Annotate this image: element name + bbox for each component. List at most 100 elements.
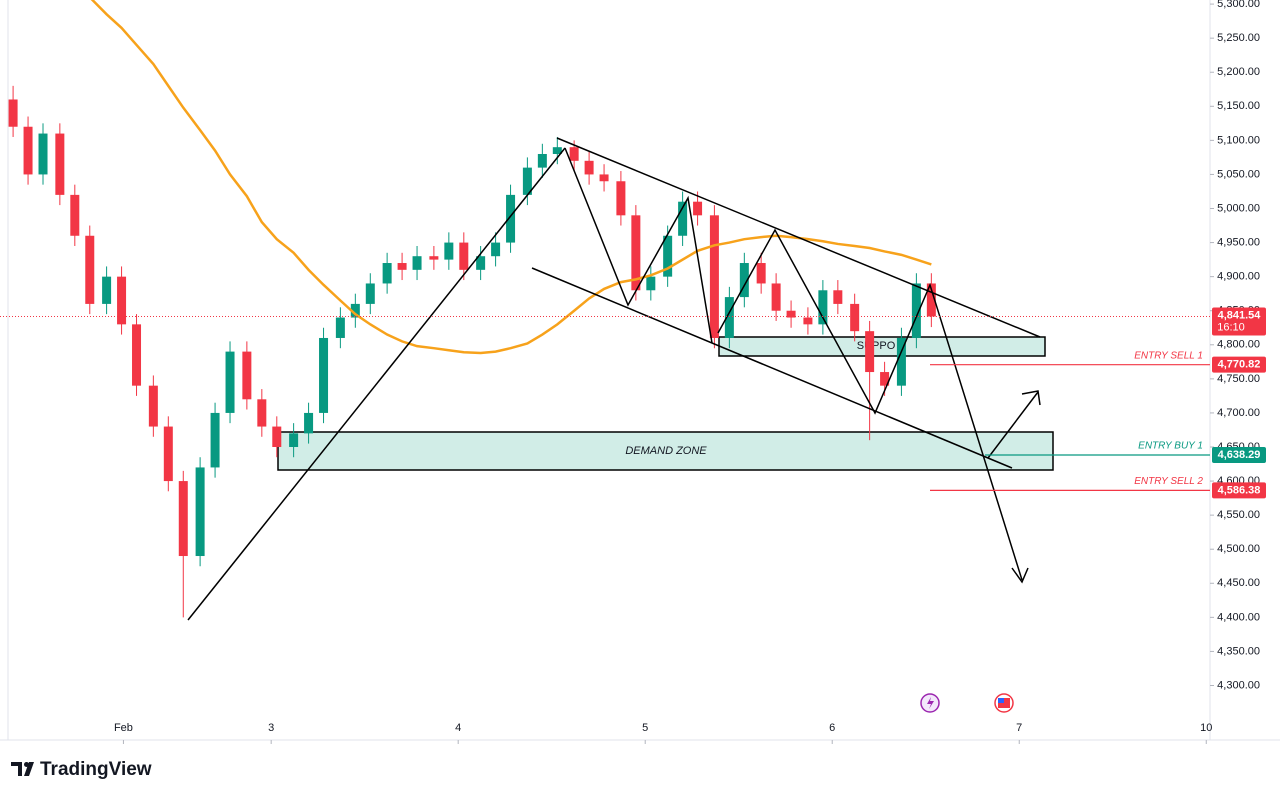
last-price-label: 4,841.54	[1218, 309, 1262, 321]
level-value: 4,638.29	[1218, 449, 1261, 461]
candle-body	[242, 351, 252, 400]
plot	[8, 0, 936, 618]
brand: TradingView	[40, 759, 152, 780]
candle-body	[117, 276, 127, 325]
level-badge	[1212, 356, 1266, 373]
flag-icon	[998, 698, 1004, 703]
candle-body	[631, 215, 641, 291]
arrow-head	[1021, 390, 1041, 406]
level-badge	[1212, 482, 1266, 499]
candle-body	[803, 317, 813, 325]
level-value: 4,770.82	[1218, 359, 1261, 371]
event-icon	[927, 697, 934, 709]
candle-body	[896, 337, 906, 386]
candle-body	[132, 324, 142, 386]
candle-body	[584, 160, 594, 175]
y-tick-label: 4,800.00	[1217, 339, 1260, 351]
candle-body	[289, 433, 299, 447]
candle-body	[911, 283, 921, 338]
x-tick-label: 3	[268, 722, 274, 734]
countdown: 16:10	[1217, 321, 1245, 333]
y-tick-label: 5,100.00	[1217, 134, 1260, 146]
candle-body	[382, 263, 392, 284]
candle-body	[818, 290, 828, 325]
trend-line	[187, 147, 566, 621]
candle-body	[506, 194, 516, 243]
channel-line	[556, 137, 1041, 338]
candle-body	[225, 351, 235, 413]
y-tick-label: 4,900.00	[1217, 271, 1260, 283]
x-tick-label: Feb	[114, 722, 133, 734]
demand-zone	[277, 431, 1054, 471]
candle-body	[70, 194, 80, 236]
candle-body	[23, 126, 33, 175]
level-name: ENTRY SELL 1	[1134, 350, 1203, 361]
level-name: ENTRY BUY 1	[1138, 441, 1203, 452]
candle-body	[552, 147, 562, 154]
level-badge	[1212, 446, 1266, 463]
candle-body	[272, 426, 282, 447]
y-tick-label: 4,550.00	[1217, 509, 1260, 521]
logo-mark	[24, 762, 29, 767]
level-value: 4,586.38	[1218, 484, 1261, 496]
candle-body	[786, 310, 796, 318]
y-tick-label: 5,050.00	[1217, 168, 1260, 180]
y-tick-label: 4,950.00	[1217, 236, 1260, 248]
x-tick-label: 6	[829, 722, 835, 734]
zones: DEMAND ZONE SUPPO	[277, 336, 1054, 471]
candle-body	[663, 235, 673, 277]
candle-body	[444, 242, 454, 260]
candle-body	[709, 215, 719, 338]
candle-body	[350, 303, 360, 318]
last-price-badge	[1212, 307, 1266, 336]
candle-body	[85, 235, 95, 304]
candle-body	[257, 399, 267, 427]
candle-body	[771, 283, 781, 311]
candle-body	[429, 256, 439, 260]
candle-body	[195, 467, 205, 557]
candle-body	[569, 147, 579, 161]
candle-body	[335, 317, 345, 338]
candle-body	[537, 153, 547, 168]
x-tick-label: 5	[642, 722, 648, 734]
logo-mark	[11, 762, 34, 776]
drawings	[187, 137, 1041, 621]
arrow	[987, 391, 1039, 459]
candle-body	[739, 263, 749, 298]
y-tick-label: 4,700.00	[1217, 407, 1260, 419]
y-tick-label: 4,500.00	[1217, 543, 1260, 555]
candle-body	[38, 133, 48, 175]
candle-body	[55, 133, 65, 195]
candle-body	[678, 201, 688, 236]
candle-body	[397, 263, 407, 270]
arrow-head	[1011, 567, 1029, 584]
candle-body	[646, 276, 656, 291]
x-tick-label: 7	[1016, 722, 1022, 734]
candle-body	[599, 174, 609, 182]
candle-body	[412, 256, 422, 270]
candle-body	[210, 412, 220, 468]
zone-label: SUPPO	[857, 340, 896, 352]
candle-body	[476, 256, 486, 270]
y-tick-label: 5,150.00	[1217, 100, 1260, 112]
y-tick-label: 4,300.00	[1217, 679, 1260, 691]
channel-line	[531, 267, 1013, 469]
candle-body	[178, 481, 188, 557]
x-tick-label: 10	[1200, 722, 1212, 734]
y-tick-label: 4,350.00	[1217, 645, 1260, 657]
candle-body	[880, 372, 890, 386]
candle-body	[616, 181, 626, 216]
candle-body	[724, 297, 734, 338]
candle-body	[102, 276, 112, 304]
zigzag	[564, 147, 713, 344]
candle-body	[8, 99, 18, 127]
y-tick-label: 4,400.00	[1217, 611, 1260, 623]
logo: TradingView	[11, 759, 152, 780]
candle-body	[148, 385, 158, 427]
candle-body	[365, 283, 375, 304]
y-tick-label: 5,300.00	[1217, 0, 1260, 10]
y-tick-label: 4,450.00	[1217, 577, 1260, 589]
candle-body	[491, 242, 501, 257]
